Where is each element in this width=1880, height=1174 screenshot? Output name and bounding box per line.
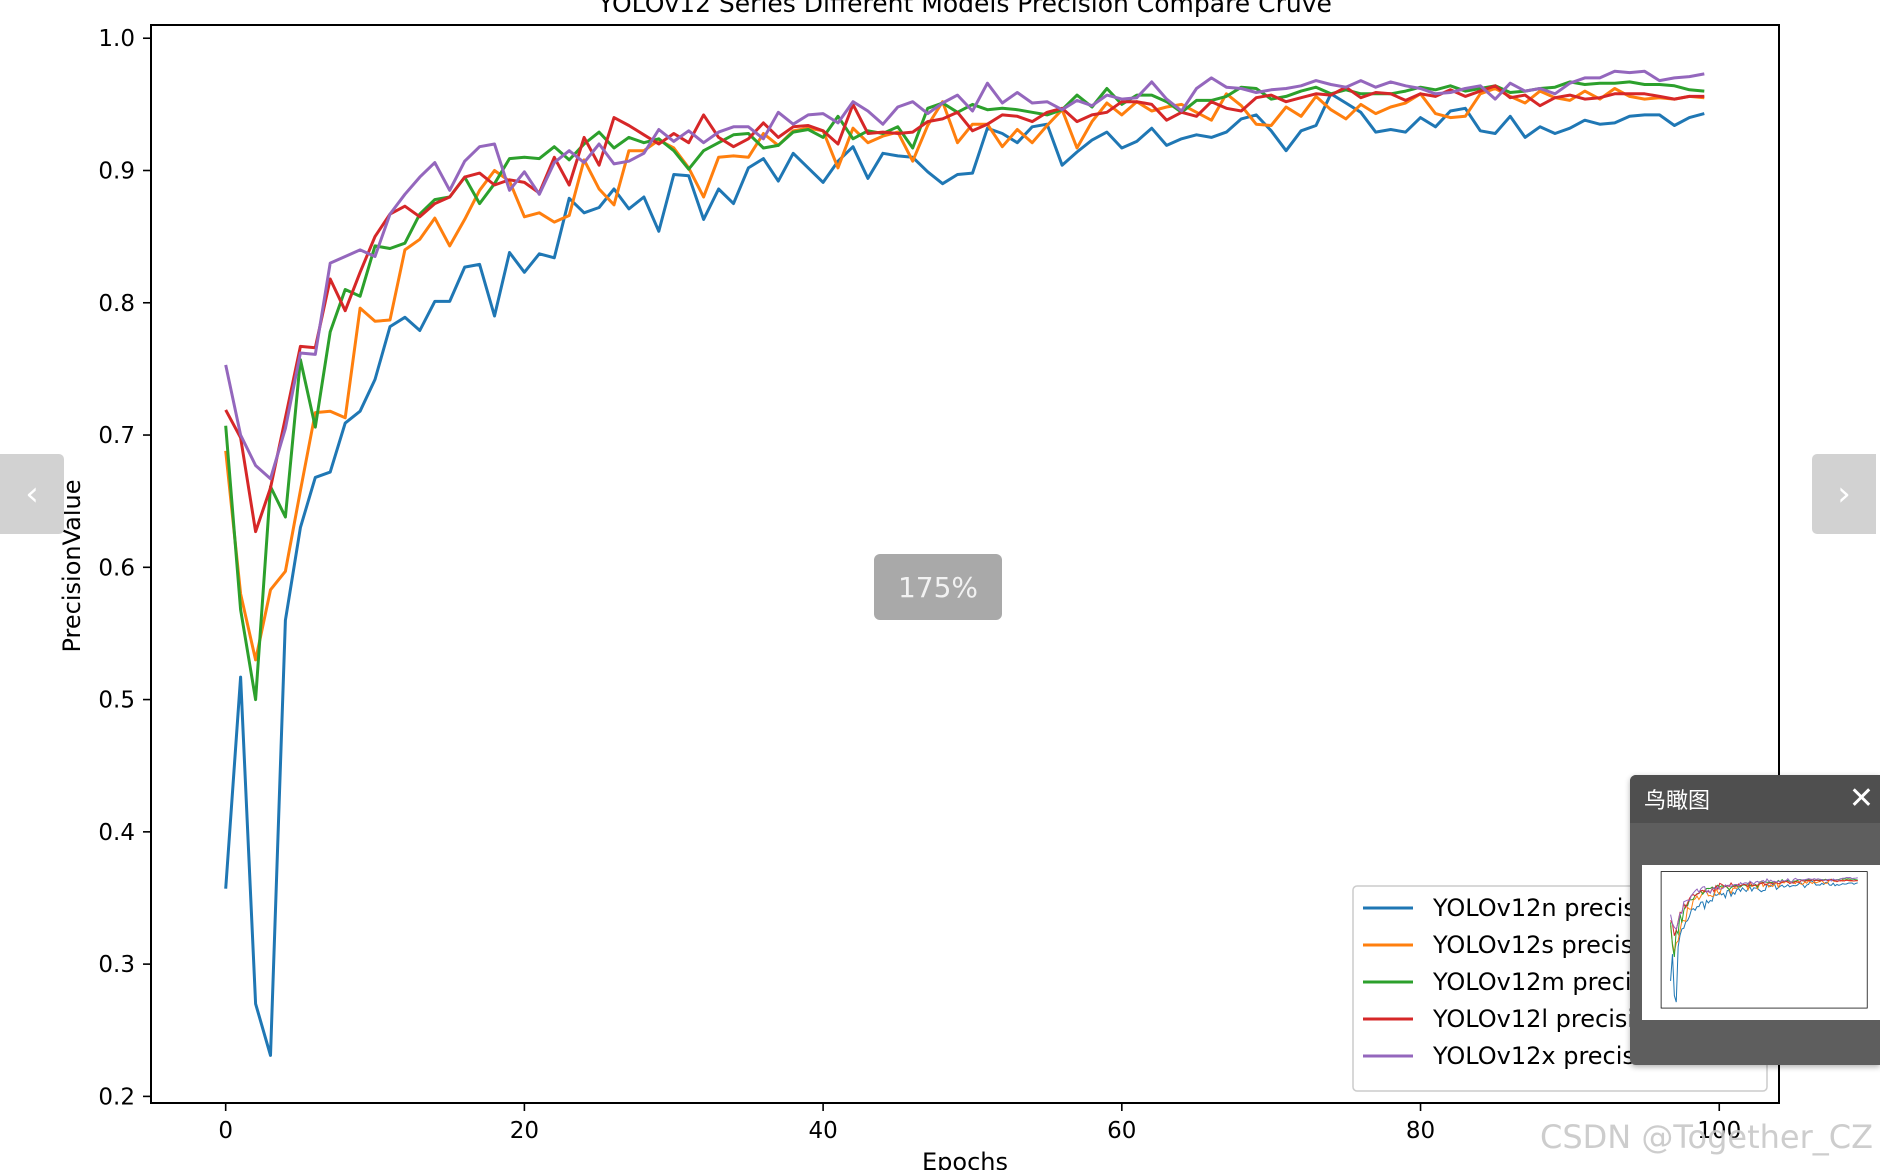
next-image-button[interactable]: ›: [1812, 454, 1876, 534]
series-line-s: [224, 87, 1705, 662]
x-tick-label: 20: [510, 1118, 539, 1144]
thumb-frame: [1660, 871, 1868, 1009]
series-layer: [224, 69, 1705, 1057]
watermark: CSDN @Together_CZ: [1540, 1118, 1874, 1156]
x-tick-label: 100: [1697, 1118, 1741, 1144]
close-icon[interactable]: ✕: [1848, 781, 1874, 816]
y-tick-label: 0.5: [98, 688, 135, 714]
y-tick-label: 0.9: [98, 158, 135, 184]
thumbnail-chart: [1642, 868, 1880, 1017]
prev-image-button[interactable]: ‹: [0, 454, 64, 534]
thumb-series-x: [1670, 876, 1858, 930]
y-tick-label: 0.3: [98, 952, 135, 978]
y-tick-label: 0.6: [98, 555, 135, 581]
series-line-m: [224, 80, 1705, 702]
x-tick-label: 60: [1107, 1118, 1136, 1144]
chevron-right-icon: ›: [1837, 474, 1851, 514]
chart-title: YOLOv12 Series Different Models Precisio…: [597, 0, 1332, 18]
plot-frame: [150, 24, 1780, 1104]
y-tick-label: 0.8: [98, 291, 135, 317]
thumb-background: [1642, 868, 1880, 1017]
x-tick-label: 40: [808, 1118, 837, 1144]
zoom-level-text: 175%: [897, 570, 979, 604]
thumb-series-s: [1670, 879, 1858, 953]
chevron-left-icon: ‹: [25, 474, 39, 514]
x-axis-label: Epochs: [922, 1148, 1008, 1170]
x-tick-label: 80: [1406, 1118, 1435, 1144]
birdseye-panel[interactable]: 鸟瞰图 ✕: [1630, 775, 1880, 1065]
x-tick-label: 0: [218, 1118, 233, 1144]
zoom-level-indicator: 175%: [874, 554, 1002, 620]
series-line-n: [224, 92, 1705, 1057]
y-tick-label: 1.0: [98, 26, 135, 52]
thumb-series-n: [1670, 879, 1858, 1003]
tick-layer: 0 20 40 60 80 100 0.2 0.3 0.4 0.5 0.6 0.7 0.8 0.9 1.0: [98, 26, 1741, 1144]
y-tick-label: 0.2: [98, 1084, 135, 1110]
birdseye-thumbnail[interactable]: [1642, 865, 1880, 1020]
birdseye-header: 鸟瞰图 ✕: [1630, 775, 1880, 823]
birdseye-title: 鸟瞰图: [1644, 789, 1711, 814]
y-tick-label: 0.4: [98, 820, 135, 846]
y-tick-label: 0.7: [98, 423, 135, 449]
series-line-x: [224, 69, 1705, 481]
series-line-l: [224, 84, 1705, 534]
